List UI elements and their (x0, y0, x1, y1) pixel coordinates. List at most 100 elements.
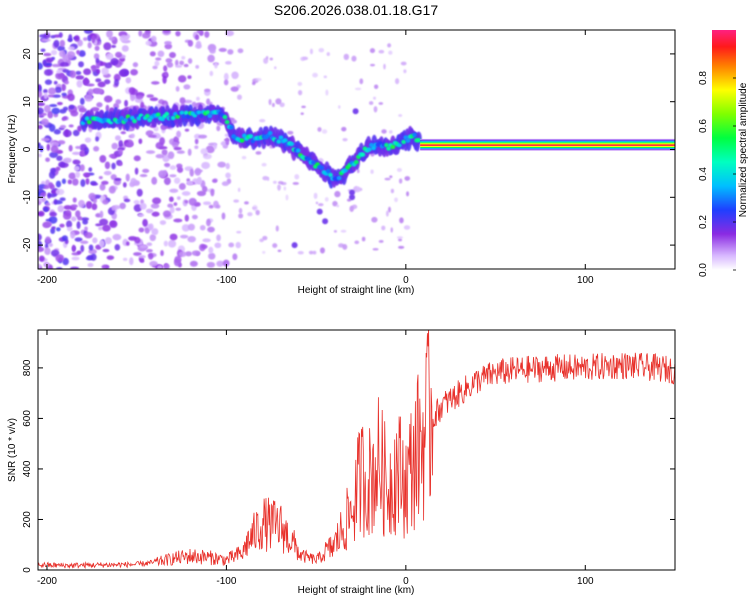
spectrogram-ridge-core (401, 139, 407, 145)
spectrogram-ridge-core (325, 169, 331, 174)
spectrogram-noise-cell (119, 202, 126, 210)
spectrogram-noise-cell (236, 230, 242, 234)
spectrogram-noise-cell (194, 145, 199, 150)
spectrogram-noise-cell (169, 206, 175, 214)
spectrogram-noise-cell (272, 243, 278, 248)
spectrogram-tone-band (420, 146, 675, 148)
spectrogram-noise-cell (319, 247, 325, 254)
spectrogram-noise-cell (238, 207, 243, 214)
spectrogram-noise-cell (271, 102, 275, 108)
spectrogram-noise-cell (166, 61, 174, 68)
spectrogram-noise-cell (145, 40, 152, 46)
spectrogram-ridge-core (183, 110, 189, 116)
spectrogram-y-tick-label: 10 (22, 96, 33, 108)
spectrogram-noise-cell (70, 204, 78, 208)
spectrogram-noise-cell (191, 101, 197, 107)
spectrogram-noise-cell (106, 255, 115, 260)
spectrogram-y-tick-label: -10 (22, 190, 33, 205)
spectrogram-noise-cell (53, 80, 58, 85)
spectrogram-noise-cell (49, 211, 57, 217)
spectrogram-noise-cell (262, 250, 266, 254)
snr-y-label: SNR (10 * v/v) (7, 418, 18, 482)
spectrogram-noise-cell (67, 46, 75, 51)
spectrogram-noise-cell (91, 107, 100, 112)
spectrogram-noise-cell (111, 162, 116, 170)
spectrogram-noise-cell (145, 150, 156, 154)
spectrogram-noise-cell (209, 48, 216, 54)
spectrogram-noise-cell (161, 149, 168, 156)
spectrogram-noise-cell (91, 35, 96, 44)
spectrogram-noise-cell (102, 199, 109, 205)
spectrogram-noise-cell (56, 69, 63, 74)
spectrogram-noise-cell (98, 175, 103, 180)
spectrogram-noise-cell (356, 186, 361, 193)
spectrogram-noise-cell (155, 154, 165, 159)
spectrogram-noise-cell (80, 244, 85, 253)
spectrogram-noise-cell (160, 249, 164, 257)
spectrogram-noise-cell (74, 35, 80, 42)
spectrogram-noise-cell (76, 250, 82, 255)
spectrogram-noise-cell (297, 89, 303, 96)
spectrogram-noise-cell (55, 227, 61, 232)
spectrogram-noise-cell (188, 197, 197, 206)
spectrogram-noise-cell (396, 167, 402, 172)
colorbar-gradient (712, 30, 736, 270)
spectrogram-noise-cell (169, 174, 177, 178)
spectrogram-noise-cell (384, 177, 391, 181)
spectrogram-spot (349, 194, 356, 201)
spectrogram-noise-cell (118, 140, 124, 148)
spectrogram-noise-cell (119, 34, 129, 43)
spectrogram-noise-cell (86, 83, 95, 87)
spectrogram-noise-cell (149, 51, 156, 57)
spectrogram-noise-cell (338, 105, 341, 109)
spectrogram-ridge-core (129, 115, 135, 121)
spectrogram-noise-cell (75, 75, 85, 80)
spectrogram-noise-cell (185, 251, 193, 257)
spectrogram-noise-cell (59, 62, 69, 67)
spectrogram-ridge-core (278, 135, 284, 140)
spectrogram-noise-cell (174, 59, 179, 67)
spectrogram-noise-cell (72, 151, 81, 155)
spectrogram-noise-cell (317, 203, 324, 207)
spectrogram-noise-cell (83, 37, 88, 41)
spectrogram-noise-cell (64, 209, 72, 217)
spectrogram-noise-cell (373, 96, 377, 100)
spectrogram-noise-cell (206, 218, 211, 227)
spectrogram-tone-band (420, 142, 675, 144)
spectrogram-noise-cell (378, 239, 384, 243)
spectrogram-noise-cell (55, 180, 62, 188)
spectrogram-noise-cell (41, 137, 51, 142)
spectrogram-tone-band (420, 146, 675, 148)
spectrogram-noise-cell (38, 233, 42, 241)
spectrogram-noise-cell (175, 64, 183, 68)
spectrogram-noise-cell (231, 71, 239, 80)
spectrogram-ridge-core (310, 160, 316, 165)
spectrogram-noise-cell (230, 86, 239, 92)
spectrogram-noise-cell (201, 185, 208, 193)
spectrogram-noise-cell (102, 248, 110, 253)
spectrogram-y-tick-label: -20 (22, 237, 33, 252)
spectrogram-noise-cell (91, 65, 97, 72)
spectrogram-y-tick-label: 0 (22, 146, 33, 152)
spectrogram-noise-cell (64, 129, 69, 137)
spectrogram-noise-cell (312, 72, 318, 78)
spectrogram-ridge-core (386, 146, 392, 151)
spectrogram-x-label: Height of straight line (km) (298, 285, 415, 296)
spectrogram-noise-cell (130, 69, 138, 76)
spectrogram-ridge-core (119, 115, 125, 121)
spectrogram-noise-cell (179, 97, 186, 104)
spectrogram-noise-cell (269, 57, 274, 61)
spectrogram-noise-cell (210, 188, 215, 197)
spectrogram-noise-cell (232, 253, 238, 261)
spectrogram-x-tick-label: -100 (216, 275, 236, 286)
spectrogram-noise-cell (172, 141, 179, 149)
spectrogram-noise-cell (218, 47, 227, 53)
snr-x-tick-label: -200 (37, 576, 57, 587)
spectrogram-noise-cell (163, 263, 170, 269)
spectrogram-noise-cell (176, 130, 182, 138)
spectrogram-noise-cell (154, 60, 160, 67)
spectrogram-noise-cell (259, 119, 266, 123)
spectrogram-noise-cell (87, 88, 94, 96)
